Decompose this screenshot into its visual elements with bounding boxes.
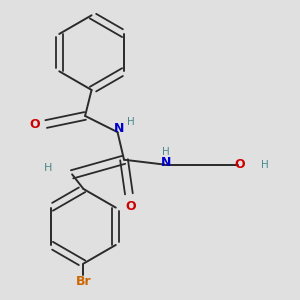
Text: H: H <box>44 163 52 173</box>
Text: Br: Br <box>76 275 91 288</box>
Text: O: O <box>234 158 244 171</box>
Text: N: N <box>161 157 171 169</box>
Text: O: O <box>125 200 136 213</box>
Text: N: N <box>114 122 124 135</box>
Text: H: H <box>127 117 134 128</box>
Text: H: H <box>261 160 269 170</box>
Text: H: H <box>162 147 170 157</box>
Text: O: O <box>29 118 40 130</box>
